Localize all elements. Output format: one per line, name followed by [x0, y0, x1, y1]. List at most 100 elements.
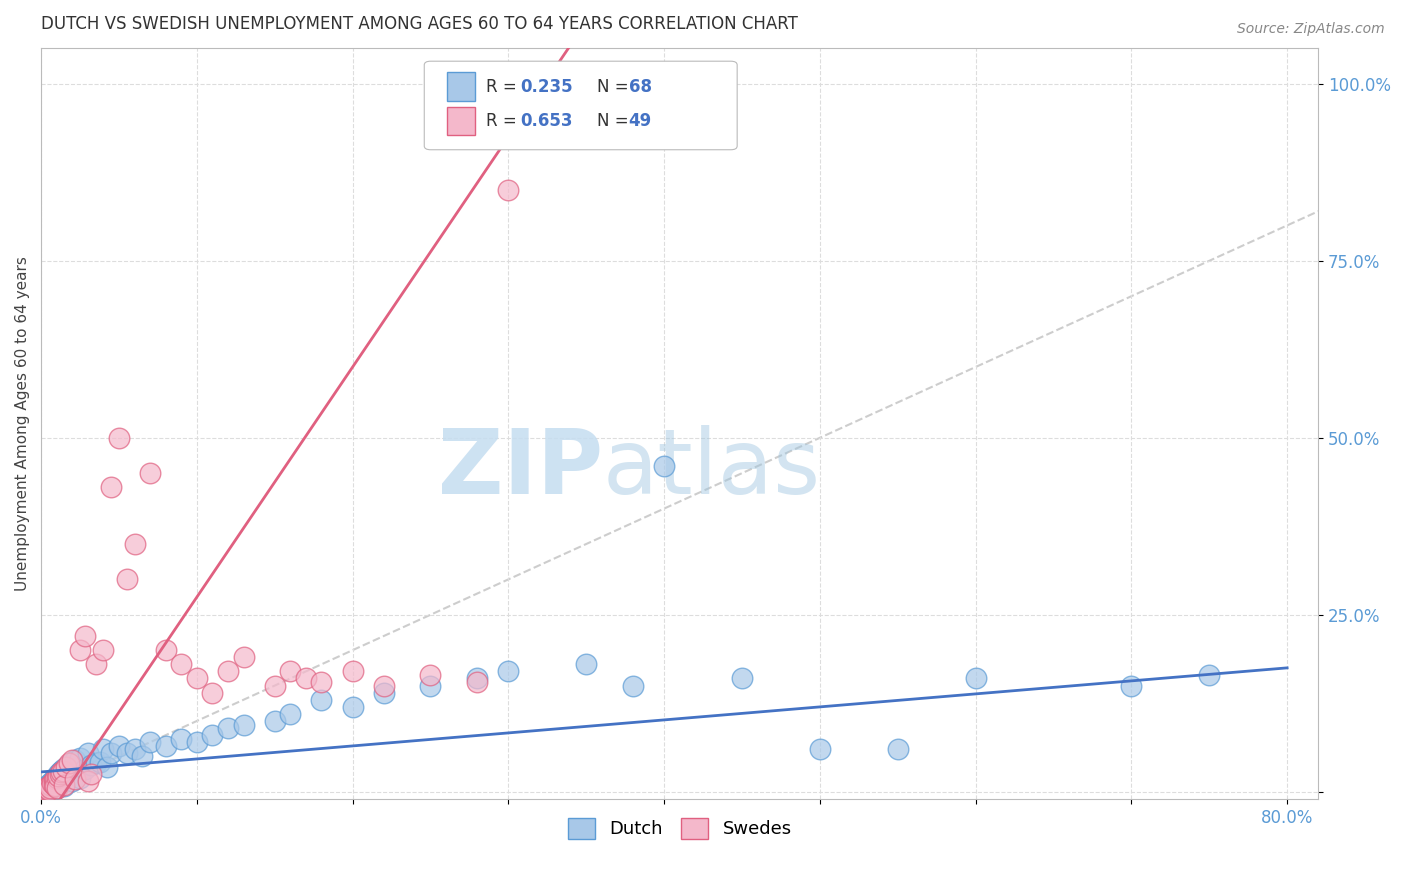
Point: [49, 767, 72, 781]
Point: [56, 757, 79, 772]
Point: [108, 739, 131, 753]
Point: [42, 772, 65, 786]
Point: [60, 753, 83, 767]
Point: [60, 755, 83, 769]
Point: [263, 714, 285, 728]
Point: [124, 537, 146, 551]
Point: [76, 774, 98, 789]
Point: [93, 742, 115, 756]
Point: [35, 780, 58, 795]
Point: [80, 767, 103, 781]
Point: [65, 772, 87, 786]
Point: [80, 757, 103, 772]
Point: [201, 728, 224, 742]
Point: [60, 774, 83, 789]
Point: [51, 764, 73, 778]
Point: [39, 780, 62, 794]
Point: [38, 782, 60, 797]
Point: [52, 762, 75, 776]
Point: [373, 686, 395, 700]
Point: [39, 776, 62, 790]
Text: Source: ZipAtlas.com: Source: ZipAtlas.com: [1237, 22, 1385, 37]
Point: [465, 675, 488, 690]
Point: [465, 672, 488, 686]
Point: [69, 771, 91, 785]
Point: [232, 650, 254, 665]
Point: [32, 781, 55, 796]
Point: [49, 772, 72, 786]
Point: [186, 672, 208, 686]
Point: [37, 780, 59, 795]
Point: [201, 686, 224, 700]
Text: 49: 49: [628, 112, 652, 130]
Point: [55, 760, 77, 774]
Point: [342, 665, 364, 679]
Point: [51, 769, 73, 783]
Point: [37, 781, 59, 796]
Point: [51, 764, 73, 779]
Point: [96, 760, 118, 774]
Point: [84, 756, 107, 771]
Point: [46, 773, 69, 788]
Point: [53, 767, 76, 781]
Point: [44, 772, 66, 786]
Point: [69, 643, 91, 657]
Point: [38, 778, 60, 792]
Point: [55, 760, 77, 774]
Text: 0.235: 0.235: [520, 78, 572, 95]
Point: [131, 749, 153, 764]
Point: [115, 573, 138, 587]
Point: [100, 746, 122, 760]
FancyBboxPatch shape: [425, 62, 737, 150]
Point: [419, 668, 441, 682]
Point: [44, 771, 66, 785]
Point: [42, 777, 65, 791]
Point: [263, 679, 285, 693]
Point: [45, 769, 67, 783]
Point: [575, 657, 598, 672]
Point: [38, 781, 60, 796]
Point: [44, 775, 66, 789]
Point: [808, 742, 831, 756]
Point: [139, 735, 162, 749]
Point: [44, 779, 66, 793]
Point: [217, 665, 239, 679]
Point: [311, 692, 333, 706]
Point: [45, 781, 67, 796]
Point: [278, 665, 301, 679]
Point: [170, 731, 193, 746]
Point: [58, 764, 80, 778]
Point: [232, 717, 254, 731]
Point: [52, 764, 75, 778]
Point: [45, 781, 67, 796]
Point: [621, 679, 644, 693]
Point: [100, 480, 122, 494]
Point: [53, 778, 76, 792]
Point: [965, 672, 987, 686]
Point: [46, 769, 69, 783]
Point: [89, 755, 111, 769]
Point: [42, 774, 65, 789]
Point: [115, 746, 138, 760]
Point: [73, 762, 96, 776]
Point: [49, 764, 72, 779]
Point: [278, 706, 301, 721]
Point: [419, 679, 441, 693]
Point: [295, 672, 318, 686]
Point: [155, 643, 177, 657]
Text: atlas: atlas: [603, 425, 821, 513]
Point: [93, 643, 115, 657]
Point: [69, 751, 91, 765]
Point: [373, 679, 395, 693]
Text: R =: R =: [485, 78, 522, 95]
Point: [38, 779, 60, 793]
Point: [45, 771, 67, 785]
Point: [39, 780, 62, 795]
Point: [124, 742, 146, 756]
Point: [84, 657, 107, 672]
Point: [58, 756, 80, 771]
Point: [32, 781, 55, 796]
Point: [42, 778, 65, 792]
Text: 0.653: 0.653: [520, 112, 572, 130]
Point: [46, 767, 69, 781]
